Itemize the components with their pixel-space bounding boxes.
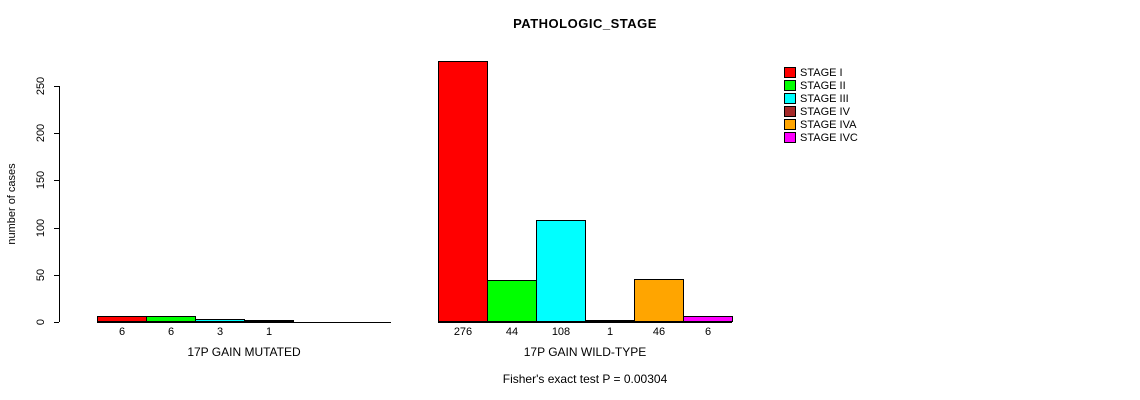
legend-item-stage-iii: STAGE III — [784, 92, 858, 105]
x-axis-label-wildtype: 17P GAIN WILD-TYPE — [523, 345, 647, 359]
y-tick — [54, 86, 59, 87]
bar-stage-ii — [487, 280, 537, 322]
legend-item-stage-ii: STAGE II — [784, 79, 858, 92]
bar-stage-iv — [244, 320, 294, 322]
bar-stage-ii — [146, 316, 196, 322]
legend-item-label: STAGE III — [800, 92, 849, 105]
y-tick-label: 200 — [35, 123, 47, 143]
bar-stage-iva — [634, 279, 684, 322]
legend-color-swatch — [784, 106, 796, 117]
legend-item-stage-iv: STAGE IV — [784, 105, 858, 118]
legend: STAGE I STAGE II STAGE III STAGE IV STAGE IV… — [784, 66, 858, 144]
bar-count-label: 6 — [118, 326, 126, 338]
bar-stage-iv — [585, 320, 635, 322]
bar-count-label: 1 — [265, 326, 273, 338]
y-tick — [54, 275, 59, 276]
legend-color-swatch — [784, 67, 796, 78]
y-tick-label: 250 — [35, 76, 47, 96]
bar-count-label: 3 — [216, 326, 224, 338]
legend-item-stage-i: STAGE I — [784, 66, 858, 79]
bar-stage-i — [97, 316, 147, 322]
y-tick-label: 0 — [35, 318, 47, 326]
bar-count-label: 46 — [652, 326, 666, 338]
bar-count-label: 1 — [606, 326, 614, 338]
legend-item-label: STAGE I — [800, 66, 843, 79]
legend-item-label: STAGE IV — [800, 105, 850, 118]
bar-count-label: 6 — [704, 326, 712, 338]
bar-count-label: 6 — [167, 326, 175, 338]
bar-stage-iii — [536, 220, 586, 322]
y-tick — [54, 322, 59, 323]
legend-item-label: STAGE IVA — [800, 118, 857, 131]
y-tick-label: 50 — [35, 268, 47, 282]
x-axis-baseline — [97, 322, 391, 323]
chart-title: PATHOLOGIC_STAGE — [513, 16, 657, 31]
x-axis-label-mutated: 17P GAIN MUTATED — [187, 345, 301, 359]
bar-count-label: 108 — [551, 326, 571, 338]
bar-stage-ivc — [683, 316, 733, 322]
legend-color-swatch — [784, 93, 796, 104]
y-tick-label: 100 — [35, 218, 47, 238]
bar-stage-iii — [195, 319, 245, 322]
legend-item-stage-iva: STAGE IVA — [784, 118, 858, 131]
y-axis-line — [59, 86, 60, 322]
legend-color-swatch — [784, 80, 796, 91]
legend-color-swatch — [784, 132, 796, 143]
legend-item-label: STAGE II — [800, 79, 846, 92]
legend-item-label: STAGE IVC — [800, 131, 858, 144]
y-tick-label: 150 — [35, 170, 47, 190]
bar-count-label: 44 — [505, 326, 519, 338]
y-axis-label: number of cases — [6, 163, 18, 245]
y-tick — [54, 133, 59, 134]
legend-item-stage-ivc: STAGE IVC — [784, 131, 858, 144]
bar-stage-i — [438, 61, 488, 322]
y-tick — [54, 228, 59, 229]
fisher-test-annotation: Fisher's exact test P = 0.00304 — [502, 372, 668, 386]
y-tick — [54, 180, 59, 181]
x-axis-baseline — [438, 322, 732, 323]
bar-count-label: 276 — [453, 326, 473, 338]
legend-color-swatch — [784, 119, 796, 130]
